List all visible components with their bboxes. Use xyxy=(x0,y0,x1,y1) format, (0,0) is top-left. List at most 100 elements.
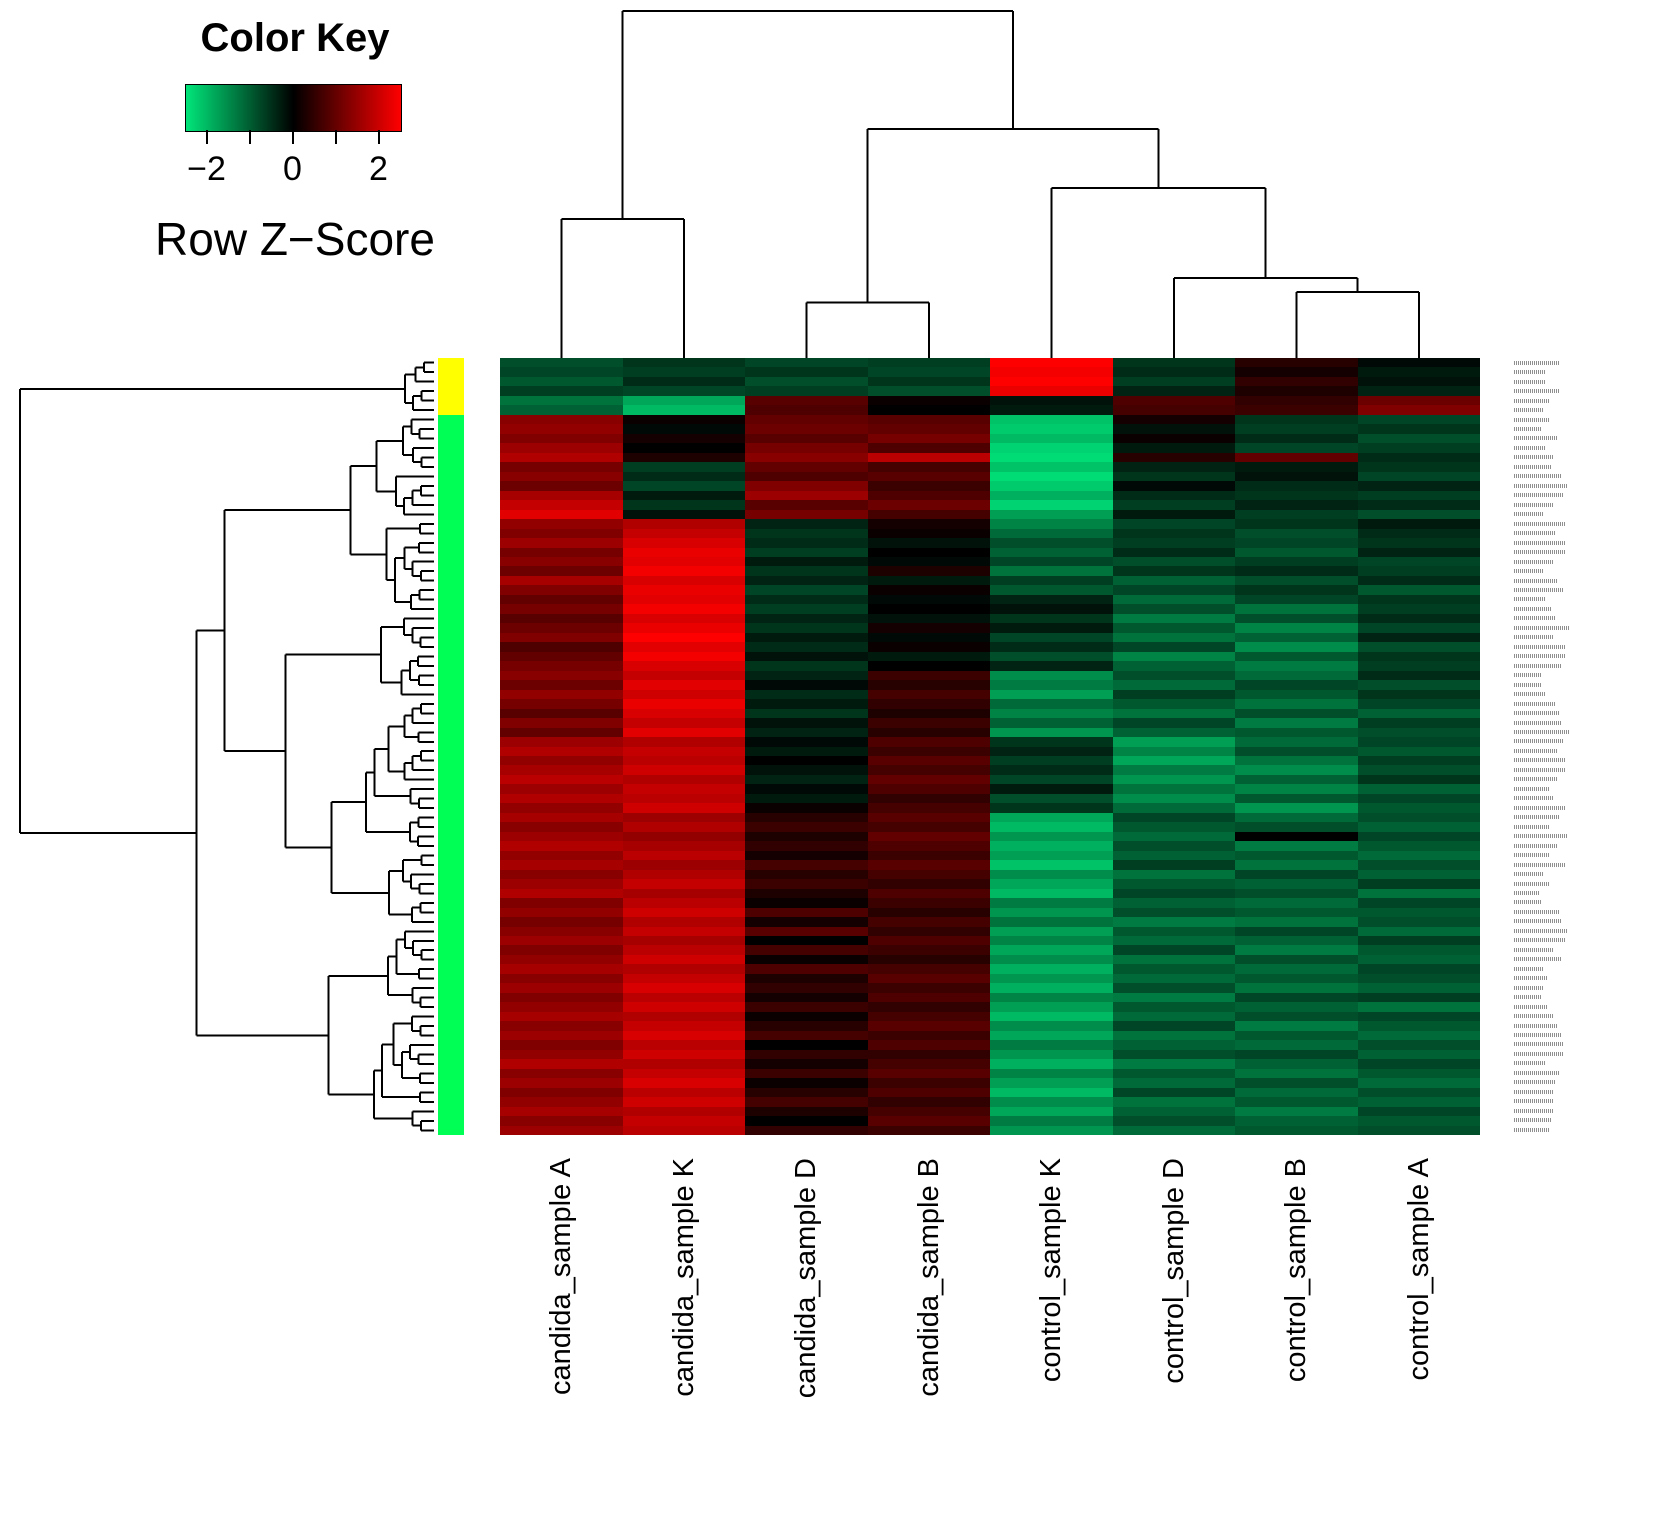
row-label-microtext xyxy=(1514,531,1555,536)
heatmap-cell xyxy=(990,405,1113,415)
heatmap-cell xyxy=(1357,1002,1480,1012)
heatmap-cell xyxy=(1357,424,1480,434)
heatmap-cell xyxy=(1235,367,1358,377)
heatmap-cell xyxy=(867,793,990,804)
heatmap-cell xyxy=(1235,651,1358,662)
col-label-4: candida_sample B xyxy=(912,1158,945,1397)
heatmap-cell xyxy=(1357,1125,1480,1135)
heatmap-cell xyxy=(990,841,1113,851)
heatmap-cell xyxy=(1235,992,1358,1003)
heatmap-cell xyxy=(622,983,745,993)
heatmap-cell xyxy=(745,1087,868,1098)
heatmap-cell xyxy=(867,708,990,719)
heatmap-cell xyxy=(622,452,745,463)
heatmap-cell xyxy=(990,727,1113,738)
heatmap-cell xyxy=(867,395,990,406)
heatmap-cell xyxy=(1357,803,1480,813)
heatmap-cell xyxy=(1357,1087,1480,1098)
heatmap-cell xyxy=(1235,841,1358,851)
heatmap-cell xyxy=(1235,869,1358,880)
heatmap-cell xyxy=(867,689,990,700)
heatmap-cell xyxy=(1357,642,1480,652)
heatmap-cell xyxy=(500,746,623,756)
heatmap-cell xyxy=(622,879,745,889)
heatmap-cell xyxy=(622,689,745,700)
heatmap-cell xyxy=(990,1040,1113,1050)
row-label-microtext xyxy=(1514,578,1558,583)
heatmap-cell xyxy=(745,386,868,396)
heatmap-cell xyxy=(1112,424,1235,434)
heatmap-cell xyxy=(1235,822,1358,832)
heatmap-cell xyxy=(622,822,745,832)
heatmap-cell xyxy=(1235,917,1358,927)
row-label-microtext xyxy=(1514,957,1561,962)
heatmap-cell xyxy=(1357,651,1480,662)
heatmap-cell xyxy=(1112,945,1235,955)
heatmap-cell xyxy=(500,490,623,501)
heatmap-cell xyxy=(622,954,745,965)
heatmap-cell xyxy=(867,755,990,766)
heatmap-cell xyxy=(500,850,623,861)
heatmap-cell xyxy=(622,500,745,510)
heatmap-cell xyxy=(1112,1078,1235,1088)
heatmap-cell xyxy=(1235,490,1358,501)
heatmap-cell xyxy=(1357,727,1480,738)
heatmap-cell xyxy=(1357,1030,1480,1041)
heatmap-cell xyxy=(1357,443,1480,453)
heatmap-cell xyxy=(1235,575,1358,586)
heatmap-cell xyxy=(1235,452,1358,463)
heatmap-cell xyxy=(622,727,745,738)
heatmap-cell xyxy=(990,490,1113,501)
heatmap-cell xyxy=(1112,1097,1235,1107)
heatmap-cell xyxy=(867,538,990,548)
heatmap-cell xyxy=(990,1068,1113,1079)
heatmap-cell xyxy=(1112,860,1235,870)
heatmap-cell xyxy=(990,556,1113,567)
col-label-1: candida_sample A xyxy=(545,1158,578,1395)
heatmap-cell xyxy=(1357,793,1480,804)
heatmap-cell xyxy=(1357,926,1480,936)
heatmap-cell xyxy=(867,746,990,756)
heatmap-cell xyxy=(745,632,868,643)
heatmap-cell xyxy=(867,699,990,709)
heatmap-cell xyxy=(867,661,990,671)
heatmap-cell xyxy=(1235,585,1358,595)
heatmap-grid xyxy=(500,358,1480,1135)
heatmap-cell xyxy=(745,879,868,889)
heatmap-cell xyxy=(1235,433,1358,444)
heatmap-cell xyxy=(500,1116,623,1126)
row-label-microtext xyxy=(1514,625,1569,630)
heatmap-cell xyxy=(745,528,868,539)
heatmap-cell xyxy=(500,812,623,823)
heatmap-cell xyxy=(500,367,623,377)
row-label-microtext xyxy=(1514,502,1553,507)
heatmap-cell xyxy=(1112,1030,1235,1041)
heatmap-cell xyxy=(1112,632,1235,643)
heatmap-cell xyxy=(1235,1021,1358,1031)
heatmap-cell xyxy=(1357,812,1480,823)
heatmap-cell xyxy=(990,433,1113,444)
heatmap-cell xyxy=(990,358,1113,368)
heatmap-cell xyxy=(745,926,868,936)
heatmap-cell xyxy=(990,879,1113,889)
row-label-microtext xyxy=(1514,1033,1561,1038)
heatmap-cell xyxy=(867,973,990,984)
heatmap-cell xyxy=(867,737,990,747)
row-label-microtext xyxy=(1514,796,1553,801)
color-key-tick-label: −2 xyxy=(187,150,226,188)
heatmap-cell xyxy=(1112,803,1235,813)
heatmap-cell xyxy=(867,613,990,624)
heatmap-cell xyxy=(1235,793,1358,804)
heatmap-cell xyxy=(745,1049,868,1060)
heatmap-cell xyxy=(500,358,623,368)
heatmap-cell xyxy=(1112,689,1235,700)
row-label-microtext xyxy=(1514,398,1549,403)
row-label-microtext xyxy=(1514,673,1541,678)
heatmap-cell xyxy=(1235,1059,1358,1069)
heatmap-cell xyxy=(1357,490,1480,501)
heatmap-cell xyxy=(1235,642,1358,652)
heatmap-cell xyxy=(1357,755,1480,766)
heatmap-cell xyxy=(1235,746,1358,756)
heatmap-cell xyxy=(990,689,1113,700)
heatmap-cell xyxy=(990,1011,1113,1022)
